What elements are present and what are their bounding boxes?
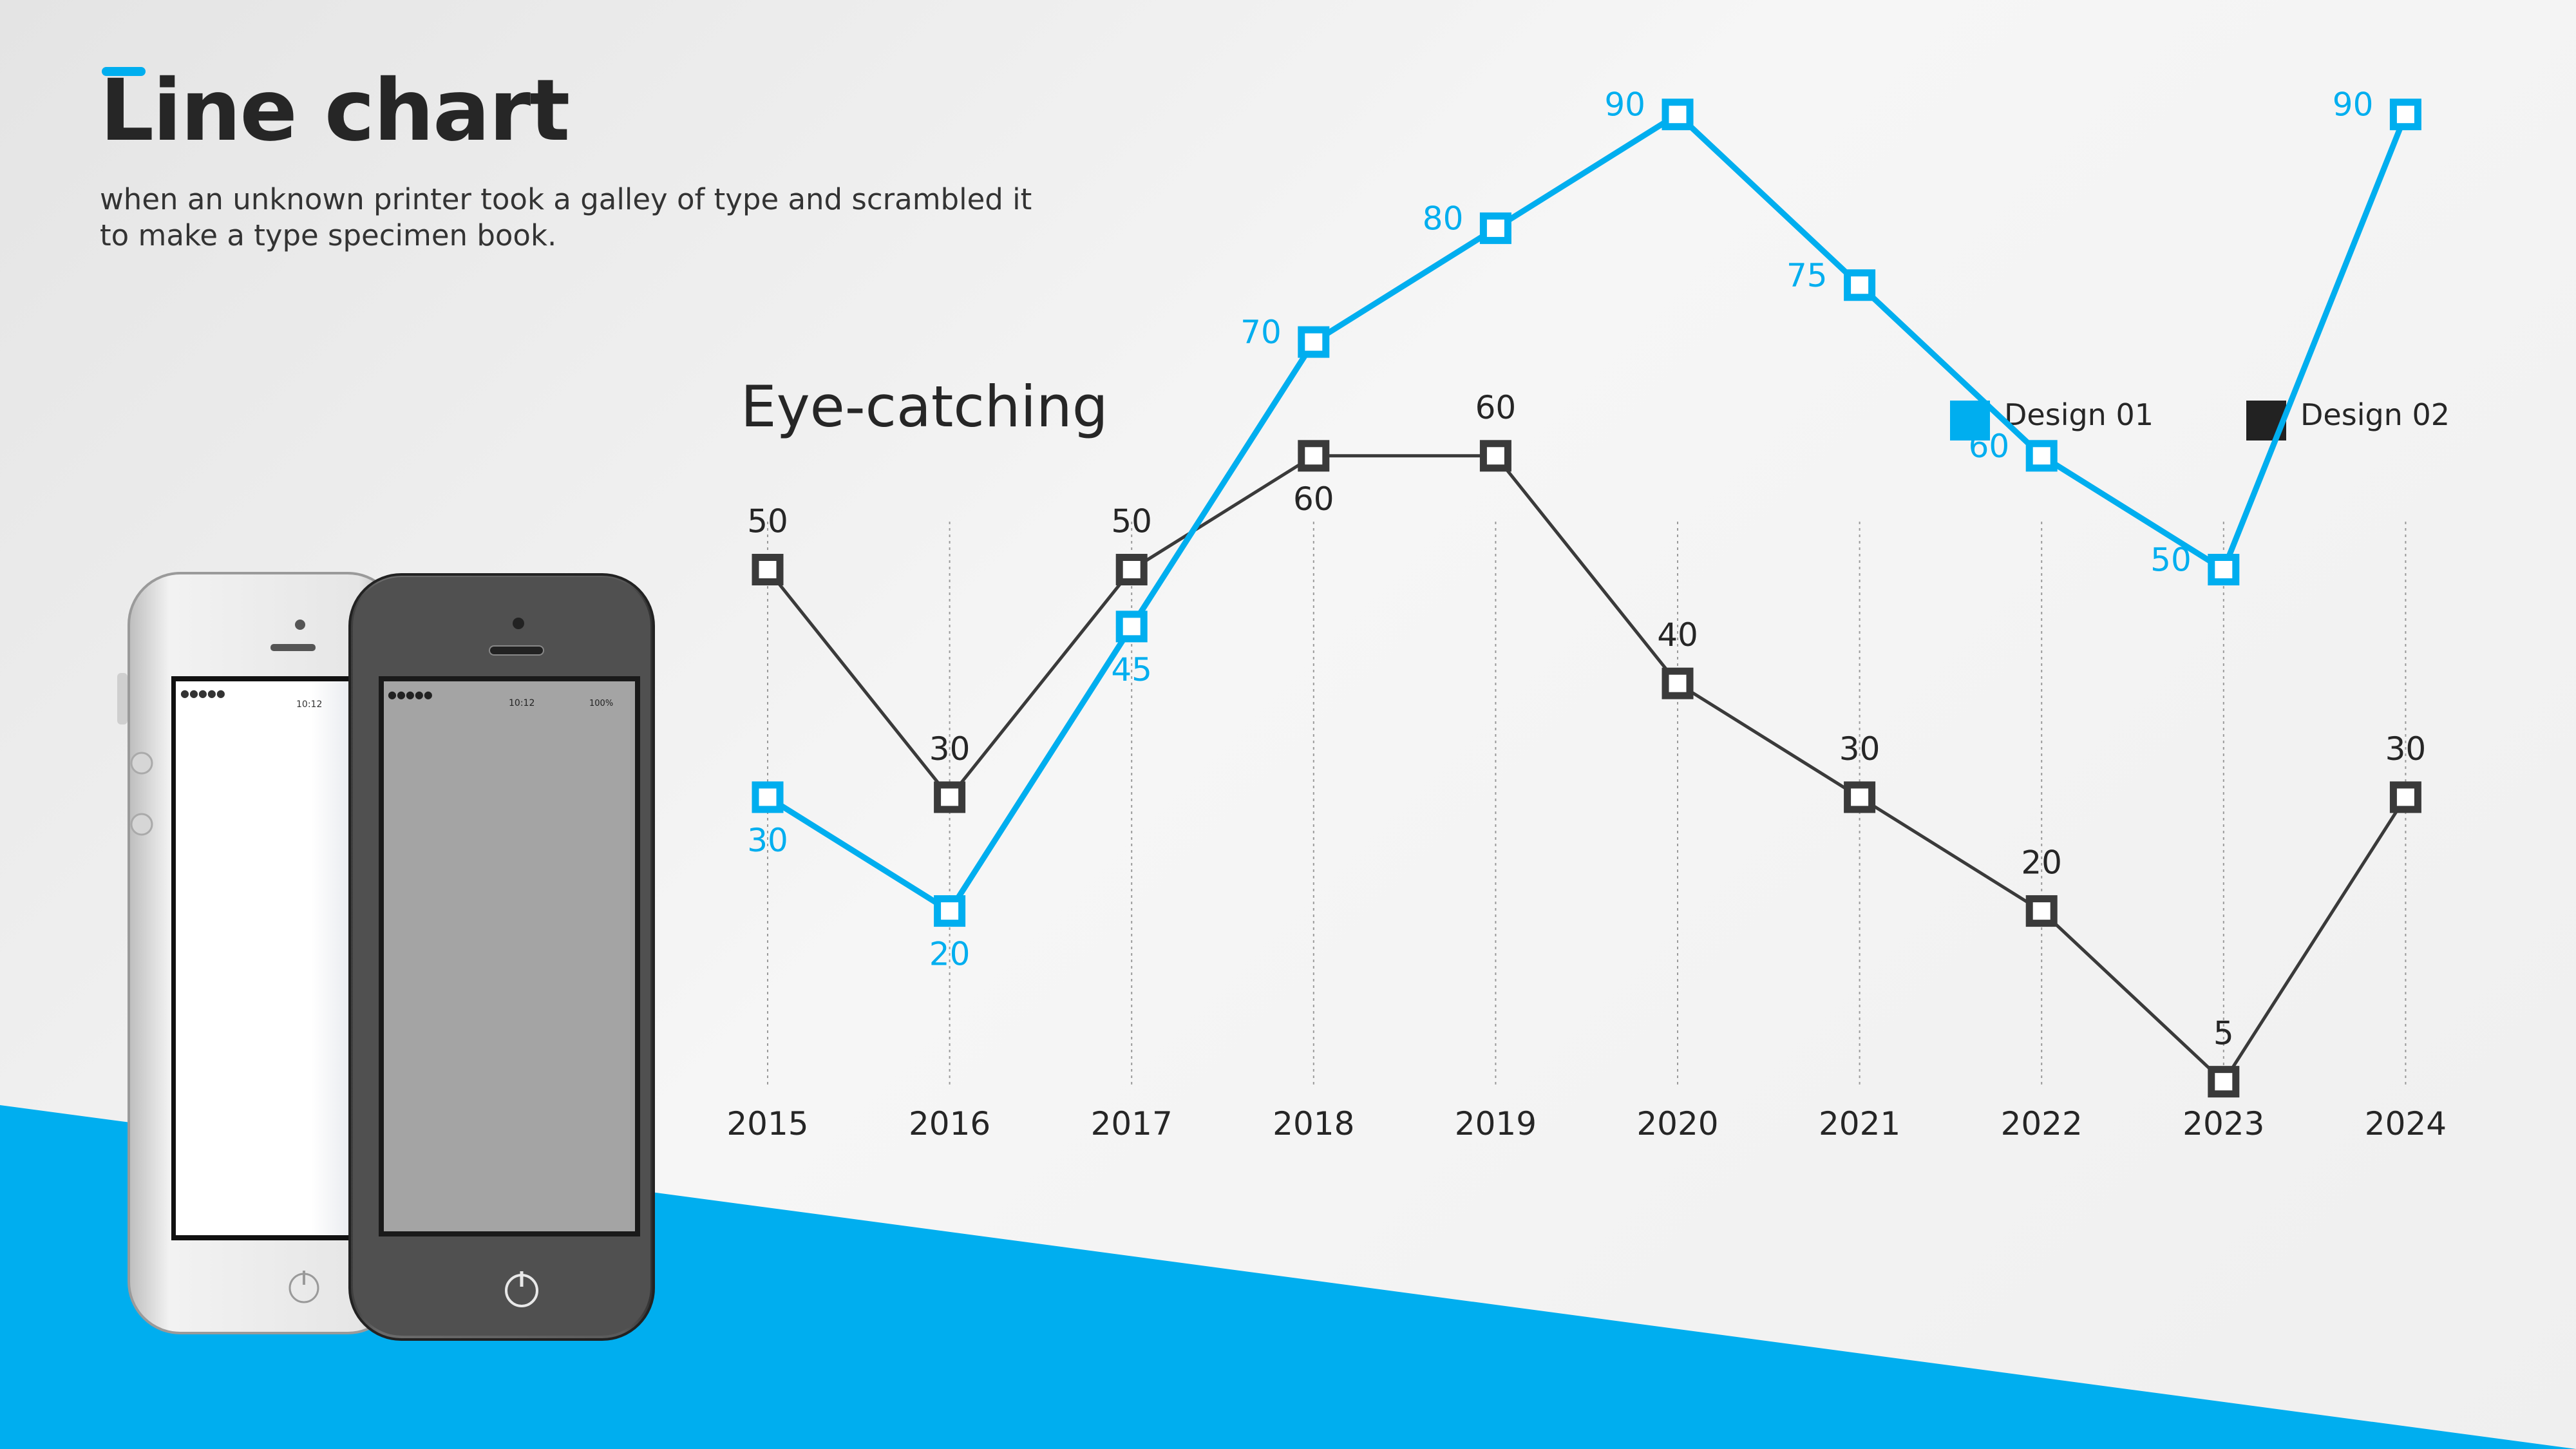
- point-design-02-2018: [1298, 440, 1330, 472]
- data-label-design-02-2023: 5: [2213, 1015, 2234, 1052]
- data-label-design-02-2016: 30: [929, 730, 971, 768]
- x-axis: 2015 2016 2017 2018 2019 2020 2021 2022 2023 2024: [726, 1105, 2447, 1142]
- svg-text:●●●●●: ●●●●●: [388, 688, 433, 701]
- dark-phone-battery: 100%: [589, 699, 613, 708]
- data-label-design-02-2022: 20: [2021, 844, 2062, 882]
- power-icon: [289, 1271, 319, 1303]
- point-design-02-2015: [752, 554, 784, 585]
- data-labels: 50 30 50 60 60 40 30 20 5 30 30 20 45 70 80 90 75 60 50 90: [747, 86, 2426, 1052]
- point-design-02-2023: [2208, 1066, 2240, 1098]
- point-design-02-2019: [1479, 440, 1511, 472]
- data-label-design-01-2018: 70: [1240, 314, 1282, 351]
- data-label-design-01-2023: 50: [2150, 542, 2192, 579]
- legend-label-design-02: Design 02: [2300, 397, 2450, 432]
- subtitle-line-2: to make a type specimen book.: [100, 218, 557, 252]
- data-label-design-02-2019: 60: [1475, 389, 1517, 426]
- x-tick-label-2021: 2021: [1819, 1105, 1900, 1142]
- data-label-design-01-2016: 20: [929, 936, 971, 973]
- white-phone: ●●●●● 10:12: [117, 572, 401, 1334]
- data-label-design-02-2015: 50: [747, 503, 788, 540]
- point-design-01-2020: [1662, 99, 1694, 131]
- data-label-design-01-2019: 80: [1423, 200, 1464, 237]
- series-line-design-01: [766, 111, 2409, 914]
- x-tick-label-2018: 2018: [1273, 1105, 1354, 1142]
- phone-mockups: ●●●●● 10:12 ●●●●● 10:12 100%: [117, 572, 655, 1341]
- dark-phone-time: 10:12: [509, 698, 535, 708]
- data-label-design-01-2022: 60: [1969, 428, 2010, 465]
- grid-lines: [767, 522, 2407, 1088]
- point-design-02-2021: [1844, 781, 1876, 813]
- x-tick-label-2020: 2020: [1636, 1105, 1718, 1142]
- svg-text:●●●●●: ●●●●●: [180, 687, 225, 699]
- legend-swatch-design-01: [1950, 401, 1990, 440]
- x-tick-label-2024: 2024: [2365, 1105, 2447, 1142]
- chart-title: Eye-catching: [741, 374, 1108, 440]
- point-design-02-2024: [2389, 781, 2421, 813]
- point-design-01-2016: [934, 895, 966, 927]
- data-label-design-01-2021: 75: [1786, 257, 1828, 294]
- x-tick-label-2019: 2019: [1455, 1105, 1537, 1142]
- data-label-design-02-2021: 30: [1839, 730, 1880, 768]
- data-label-design-01-2020: 90: [1604, 86, 1645, 124]
- data-label-design-02-2020: 40: [1657, 616, 1698, 654]
- point-design-02-2022: [2025, 895, 2058, 927]
- point-design-02-2016: [934, 781, 966, 813]
- x-tick-label-2023: 2023: [2183, 1105, 2264, 1142]
- title-accent-dash: [102, 67, 146, 76]
- page-title: Line chart: [100, 61, 570, 160]
- x-tick-label-2017: 2017: [1091, 1105, 1173, 1142]
- point-design-01-2015: [752, 781, 784, 813]
- point-design-02-2017: [1115, 554, 1148, 585]
- x-tick-label-2022: 2022: [2001, 1105, 2083, 1142]
- series-line-design-02: [766, 454, 2407, 1084]
- data-label-design-02-2024: 30: [2385, 730, 2427, 768]
- point-design-01-2022: [2025, 440, 2058, 472]
- data-label-design-01-2015: 30: [747, 822, 788, 859]
- point-design-01-2023: [2208, 554, 2240, 585]
- point-design-01-2017: [1115, 611, 1148, 643]
- data-label-design-01-2017: 45: [1111, 651, 1152, 688]
- x-tick-label-2015: 2015: [726, 1105, 808, 1142]
- legend-label-design-01: Design 01: [2004, 397, 2154, 432]
- subtitle-line-1: when an unknown printer took a galley of…: [100, 182, 1032, 216]
- data-label-design-01-2024: 90: [2333, 86, 2374, 124]
- dark-phone: ●●●●● 10:12 100%: [348, 573, 655, 1341]
- legend: Design 01 Design 02: [1950, 397, 2450, 440]
- series-lines: [766, 111, 2409, 1084]
- point-design-01-2019: [1479, 212, 1511, 244]
- data-label-design-02-2018: 60: [1293, 480, 1334, 518]
- point-design-01-2018: [1298, 326, 1330, 358]
- point-design-01-2024: [2389, 99, 2421, 131]
- x-tick-label-2016: 2016: [909, 1105, 990, 1142]
- power-icon: [505, 1271, 538, 1307]
- white-phone-time: 10:12: [296, 699, 322, 710]
- page-subtitle: when an unknown printer took a galley of…: [100, 182, 1066, 254]
- point-design-01-2021: [1844, 269, 1876, 301]
- series-points: [752, 99, 2421, 1098]
- data-label-design-02-2017: 50: [1111, 503, 1152, 540]
- point-design-02-2020: [1662, 667, 1694, 699]
